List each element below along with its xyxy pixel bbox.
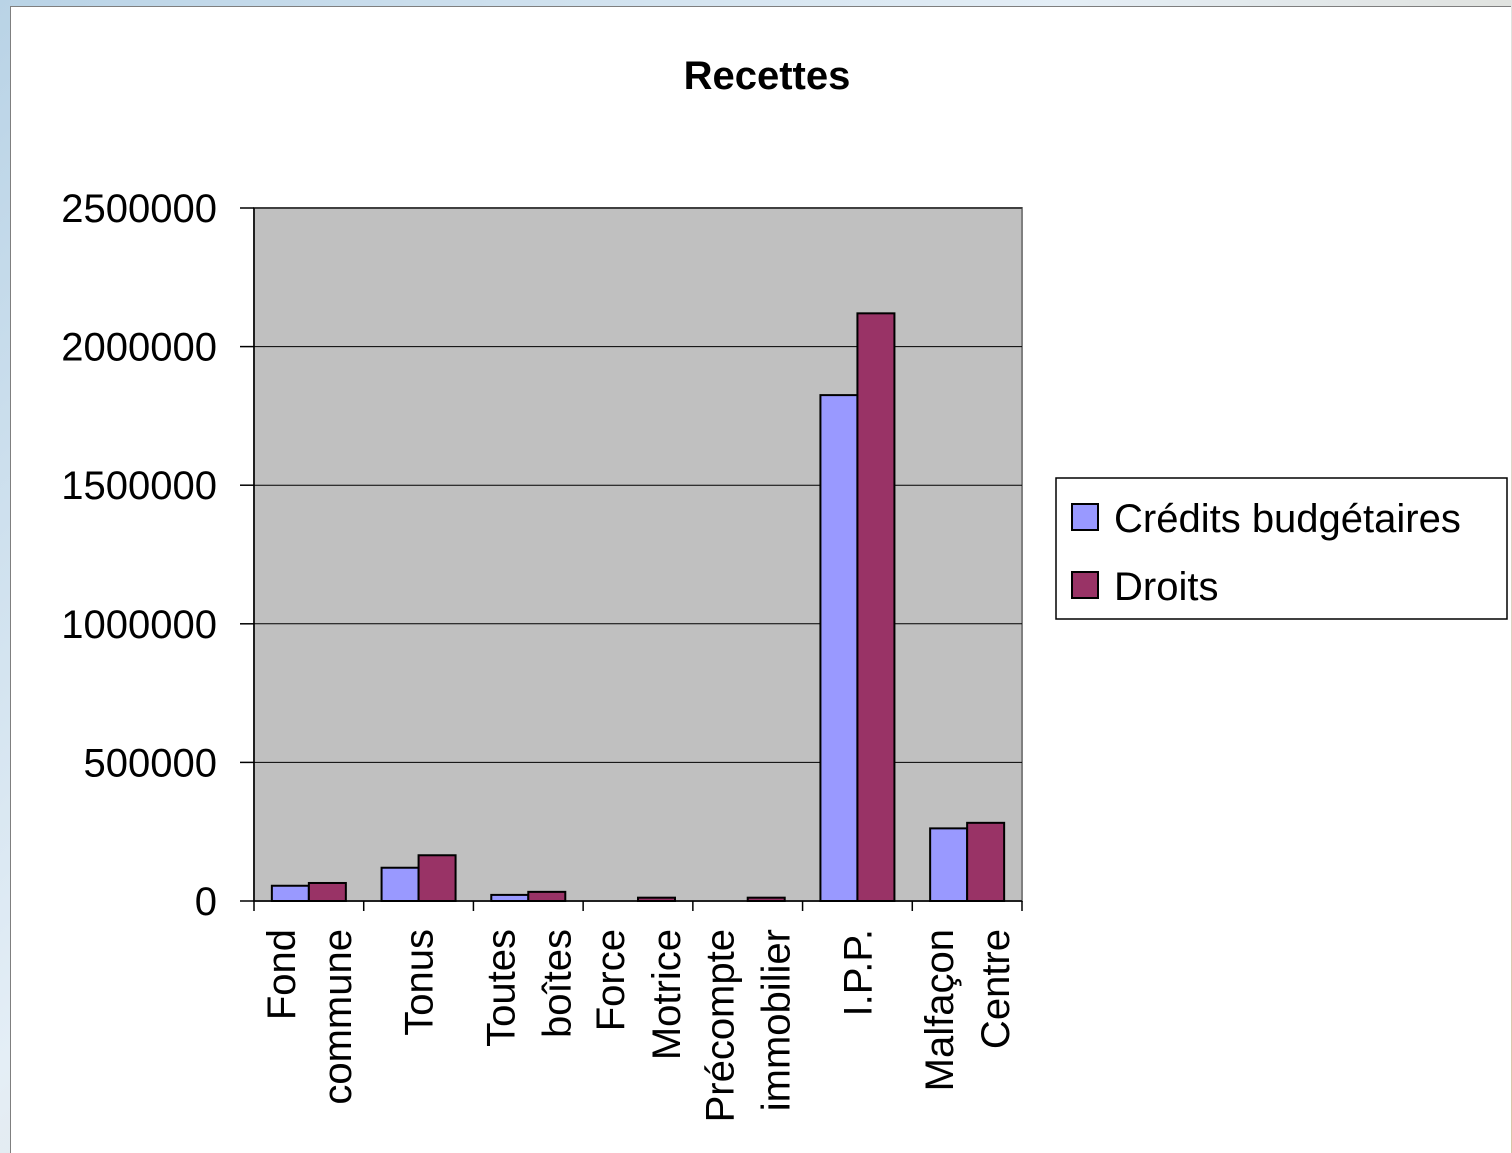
x-tick-label: Précompte [699, 929, 743, 1122]
y-tick-label: 2000000 [61, 326, 217, 370]
legend [1055, 477, 1508, 620]
x-tick-label: boîtes [535, 929, 579, 1038]
bar-credits [270, 884, 310, 903]
x-tick-label: immobilier [755, 929, 799, 1111]
chart-title: Recettes [684, 54, 851, 98]
legend-swatch [1071, 571, 1099, 599]
bar-droits [307, 881, 347, 902]
y-tick-label: 500000 [84, 741, 217, 785]
x-tick-label: Force [589, 929, 633, 1031]
bar-droits [417, 854, 457, 903]
legend-label: Droits [1114, 565, 1218, 609]
x-tick-label: commune [316, 929, 360, 1105]
legend-swatch [1071, 503, 1099, 531]
bar-droits [637, 896, 676, 902]
x-tick-label: Tonus [398, 929, 442, 1036]
x-tick-label: Malfaçon [918, 929, 962, 1091]
y-tick-label: 2500000 [61, 187, 217, 231]
bar-credits [490, 893, 530, 903]
x-tick-label: Fond [260, 929, 304, 1020]
y-tick-label: 1000000 [61, 603, 217, 647]
y-tick-label: 1500000 [61, 464, 217, 508]
x-tick-label: Centre [974, 929, 1018, 1049]
legend-label: Crédits budgétaires [1114, 497, 1461, 541]
chart-area: Recettes 0 500000 1000000 1500000 2000000 2500… [10, 6, 1511, 1153]
bar-droits [746, 896, 786, 902]
plot-area [253, 207, 1023, 902]
bar-credits [380, 866, 420, 903]
bar-credits [929, 827, 969, 902]
bar-droits [856, 312, 896, 902]
y-tick-label: 0 [195, 880, 217, 924]
x-tick-label: I.P.P. [836, 929, 880, 1017]
x-tick-label: Motrice [645, 929, 689, 1060]
x-tick-label: Toutes [479, 929, 523, 1047]
bar-credits [819, 394, 859, 902]
bar-chart: Recettes 0 500000 1000000 1500000 2000000 2500… [61, 54, 1508, 1122]
bar-droits [966, 821, 1006, 902]
bar-droits [527, 890, 567, 903]
